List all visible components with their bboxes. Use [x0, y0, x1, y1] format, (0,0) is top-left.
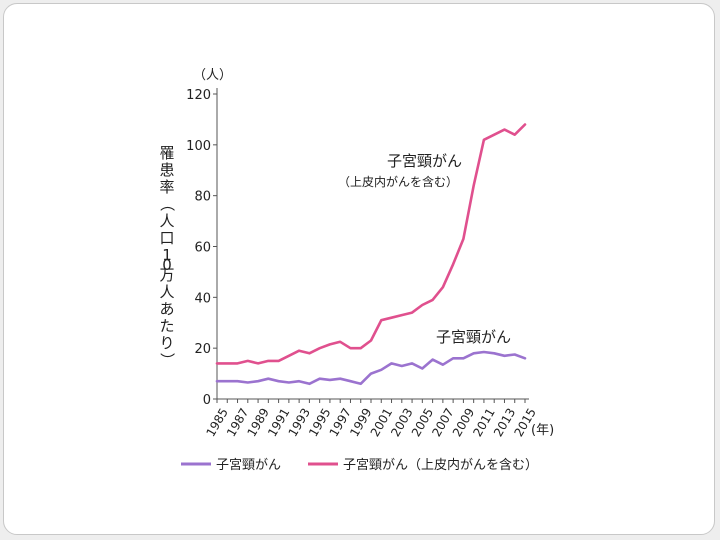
y-unit-label: （人） [193, 68, 232, 83]
y-axis-title-char: 率 [159, 178, 174, 196]
y-axis-title-char: あ [159, 300, 174, 318]
legend-label-cervical: 子宮頸がん [216, 457, 281, 473]
y-axis-title-char: 万 [159, 266, 174, 284]
y-axis-title-char: 罹 [159, 144, 174, 162]
y-axis-title-char: 人 [159, 283, 174, 301]
y-axis-title-char: 人 [159, 212, 174, 230]
annotation-cervical: 子宮頸がん [436, 328, 511, 346]
y-tick-label: 20 [194, 342, 211, 357]
x-unit-label: (年) [531, 423, 554, 438]
legend-label-invasive: 子宮頸がん（上皮内がんを含む） [343, 457, 538, 473]
y-axis-title-char: 1 [162, 246, 172, 264]
y-tick-label: 120 [186, 88, 211, 103]
y-tick-label: 80 [194, 190, 211, 205]
y-tick-label: 0 [203, 393, 211, 408]
y-tick-label: 100 [186, 139, 211, 154]
series-layer [215, 123, 527, 386]
y-axis-title-char: 口 [159, 229, 174, 247]
y-tick-label: 60 [194, 241, 211, 256]
annotation-invasive-title: 子宮頸がん [387, 152, 462, 170]
y-axis-title-char: ） [158, 352, 176, 367]
y-tick-label: 40 [194, 291, 211, 306]
annotation-invasive-sub: （上皮内がんを含む） [338, 174, 458, 189]
chart-card [3, 3, 715, 535]
y-axis-title-char: 患 [159, 161, 174, 179]
y-axis-title-char: た [159, 317, 174, 335]
series-line-cervical [215, 350, 527, 386]
y-axis-title-char: り [159, 334, 174, 352]
y-axis-title-char: 0 [162, 256, 172, 274]
axes: 0204060801001201985198719891991199319951… [158, 88, 539, 439]
series-line-cervical-incl-in-situ [215, 123, 527, 365]
y-axis-title-char: （ [158, 196, 176, 211]
